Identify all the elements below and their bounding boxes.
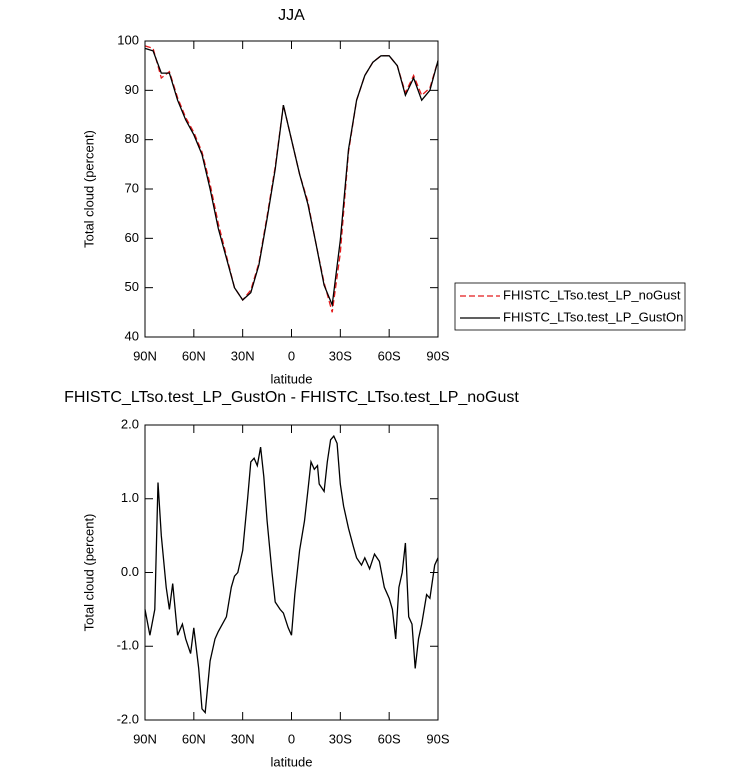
x-tick-label: 30N — [231, 348, 255, 363]
x-tick-label: 60N — [182, 731, 206, 746]
x-tick-label: 60S — [378, 348, 401, 363]
legend-box — [454, 282, 686, 331]
y-axis-label: Total cloud (percent) — [81, 514, 96, 632]
y-tick-label: 60 — [125, 230, 139, 245]
plot-frame — [144, 424, 439, 721]
x-tick-label: 90N — [133, 731, 157, 746]
y-tick-label: 70 — [125, 180, 139, 195]
x-axis-label: latitude — [271, 754, 313, 769]
x-tick-label: 0 — [288, 731, 295, 746]
y-tick-label: 40 — [125, 328, 139, 343]
plot-frame — [144, 40, 439, 338]
legend-label: FHISTC_LTso.test_LP_noGust — [503, 287, 681, 302]
x-axis-label: latitude — [271, 371, 313, 386]
y-axis-label: Total cloud (percent) — [81, 130, 96, 248]
y-tick-label: 80 — [125, 131, 139, 146]
y-tick-label: -2.0 — [117, 711, 139, 726]
data-line — [144, 47, 439, 308]
y-tick-label: 90 — [125, 82, 139, 97]
x-tick-label: 0 — [288, 348, 295, 363]
data-line — [144, 45, 439, 313]
x-tick-label: 60S — [378, 731, 401, 746]
y-tick-label: 100 — [117, 32, 139, 47]
chart-title: JJA — [278, 7, 305, 24]
x-tick-label: 90S — [426, 731, 449, 746]
y-tick-label: -1.0 — [117, 638, 139, 653]
chart-title: FHISTC_LTso.test_LP_GustOn - FHISTC_LTso… — [64, 389, 519, 406]
y-tick-label: 50 — [125, 279, 139, 294]
y-tick-label: 1.0 — [121, 490, 139, 505]
x-tick-label: 30S — [329, 731, 352, 746]
x-tick-label: 30S — [329, 348, 352, 363]
legend-label: FHISTC_LTso.test_LP_GustOn — [503, 309, 683, 324]
x-tick-label: 90N — [133, 348, 157, 363]
x-tick-label: 60N — [182, 348, 206, 363]
y-tick-label: 2.0 — [121, 416, 139, 431]
data-line — [144, 434, 439, 715]
x-tick-label: 90S — [426, 348, 449, 363]
x-tick-label: 30N — [231, 731, 255, 746]
y-tick-label: 0.0 — [121, 564, 139, 579]
